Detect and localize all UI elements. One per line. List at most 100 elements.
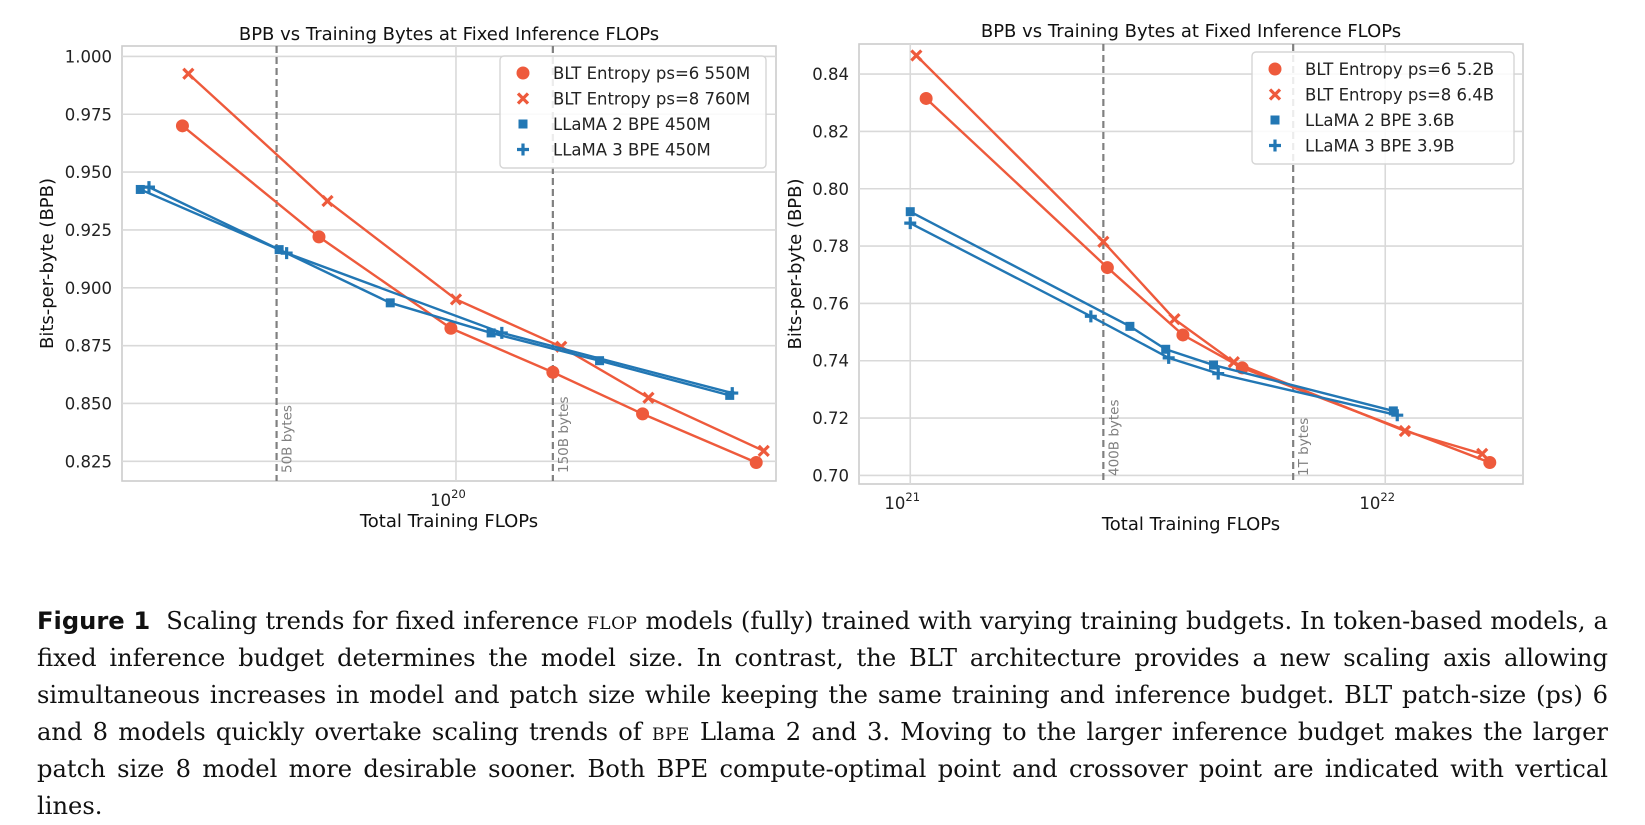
data-point: [1100, 261, 1114, 275]
legend-box: [499, 55, 767, 169]
data-point: [546, 365, 560, 379]
y-tick-label: 0.70: [812, 466, 849, 485]
data-point: [1168, 313, 1181, 326]
data-point: [749, 455, 763, 469]
x-tick-base: 10: [1359, 494, 1380, 513]
data-point: [321, 194, 334, 208]
legend-marker: [1268, 62, 1282, 76]
series-line: [915, 54, 1483, 456]
data-point: [385, 298, 395, 308]
reference-line-label: 400B bytes: [1106, 399, 1122, 476]
data-point: [1227, 356, 1240, 369]
data-point: [725, 390, 735, 400]
series-line: [148, 186, 733, 395]
x-tick-label: 1022: [1359, 490, 1395, 513]
y-tick-label: 0.900: [65, 279, 112, 298]
legend: BLT Entropy ps=6 550M BLT Entropy ps=8 76…: [499, 55, 767, 169]
data-point: [1084, 310, 1097, 323]
chart-title: BPB vs Training Bytes at Fixed Inference…: [239, 24, 659, 45]
y-tick-label: 0.76: [812, 294, 849, 313]
data-point: [1476, 447, 1489, 461]
chart-title: BPB vs Training Bytes at Fixed Inference…: [981, 21, 1401, 42]
legend-label: LLaMA 2 BPE 450M: [553, 115, 711, 134]
legend-label: LLaMA 3 BPE 450M: [553, 141, 711, 160]
legend-marker: [1270, 115, 1280, 125]
y-tick-label: 0.84: [812, 65, 849, 84]
plot-area: [858, 43, 1524, 485]
data-point: [135, 184, 145, 194]
data-point: [1162, 351, 1175, 364]
x-tick-label: 1020: [430, 487, 466, 510]
legend-marker: [516, 66, 530, 80]
figure-caption: Figure 1 Scaling trends for fixed infere…: [37, 603, 1608, 825]
y-tick-label: 0.875: [65, 337, 112, 356]
data-point: [182, 67, 195, 80]
x-tick-base: 10: [884, 494, 905, 513]
data-point: [444, 321, 458, 335]
y-tick-label: 0.72: [812, 409, 849, 428]
data-point: [449, 293, 463, 306]
legend-label: BLT Entropy ps=6 550M: [553, 64, 750, 83]
legend-marker: [518, 119, 528, 129]
data-point: [904, 217, 917, 230]
caption-text-2: models (fully) trained with varying trai…: [37, 607, 1608, 746]
data-point: [1097, 235, 1110, 248]
data-point: [1398, 424, 1412, 438]
x-axis-label: Total Training FLOPs: [359, 511, 538, 532]
series-line: [187, 72, 765, 453]
data-point: [175, 119, 189, 133]
x-tick-base: 10: [430, 491, 451, 510]
data-point: [142, 181, 155, 194]
data-point: [1212, 367, 1225, 380]
reference-line-label: 150B bytes: [556, 396, 572, 473]
caption-text-1: Scaling trends for fixed inference: [166, 607, 579, 635]
y-tick-label: 0.74: [812, 352, 849, 371]
y-tick-label: 0.975: [65, 105, 112, 124]
x-tick-exponent: 21: [905, 490, 920, 504]
legend-label: LLaMA 3 BPE 3.9B: [1305, 137, 1455, 156]
data-point: [726, 387, 739, 400]
y-axis-label: Bits-per-byte (BPB): [785, 178, 806, 349]
x-axis-label: Total Training FLOPs: [1101, 514, 1280, 535]
data-point: [495, 326, 508, 339]
y-axis-label: Bits-per-byte (BPB): [37, 178, 58, 349]
y-tick-label: 0.850: [65, 394, 112, 413]
figure-label: Figure 1: [37, 607, 151, 635]
caption-text-3: Llama 2 and 3. Moving to the larger infe…: [37, 718, 1608, 820]
reference-line-label: 50B bytes: [280, 405, 296, 473]
data-point: [1176, 328, 1190, 342]
legend-box: [1251, 51, 1515, 165]
legend-marker: [516, 92, 530, 105]
data-point: [280, 247, 293, 260]
data-point: [595, 356, 605, 366]
y-tick-label: 0.950: [65, 163, 112, 182]
y-tick-label: 1.000: [65, 47, 112, 66]
x-tick-label: 1021: [884, 490, 920, 513]
reference-line-label: 1T bytes: [1296, 418, 1312, 476]
y-tick-label: 0.825: [65, 452, 112, 471]
data-point: [905, 207, 915, 217]
legend-marker: [1268, 88, 1282, 101]
data-point: [919, 91, 933, 105]
chart-1: 0.825 0.850 0.875 0.900 0.925 0.950 0.975 1.000…: [37, 24, 777, 532]
data-point: [1391, 409, 1404, 422]
data-point: [910, 49, 923, 62]
legend-label: BLT Entropy ps=6 5.2B: [1305, 60, 1494, 79]
caption-smallcaps-2: bpe: [651, 718, 690, 746]
data-point: [312, 230, 326, 244]
data-point: [1125, 321, 1135, 331]
figure-charts: 0.825 0.850 0.875 0.900 0.925 0.950 0.975 1.000…: [37, 21, 1524, 535]
data-point: [1209, 360, 1219, 370]
legend-marker: [1269, 139, 1281, 152]
y-tick-label: 0.82: [812, 122, 849, 141]
legend-label: LLaMA 2 BPE 3.6B: [1305, 111, 1455, 130]
legend-label: BLT Entropy ps=8 6.4B: [1305, 86, 1494, 105]
legend: BLT Entropy ps=6 5.2B BLT Entropy ps=8 6.…: [1251, 51, 1515, 165]
y-tick-label: 0.78: [812, 237, 849, 256]
data-point: [1388, 406, 1398, 416]
series-line: [181, 124, 757, 464]
x-tick-exponent: 20: [451, 487, 466, 501]
y-tick-label: 0.80: [812, 180, 849, 199]
data-point: [486, 328, 496, 338]
